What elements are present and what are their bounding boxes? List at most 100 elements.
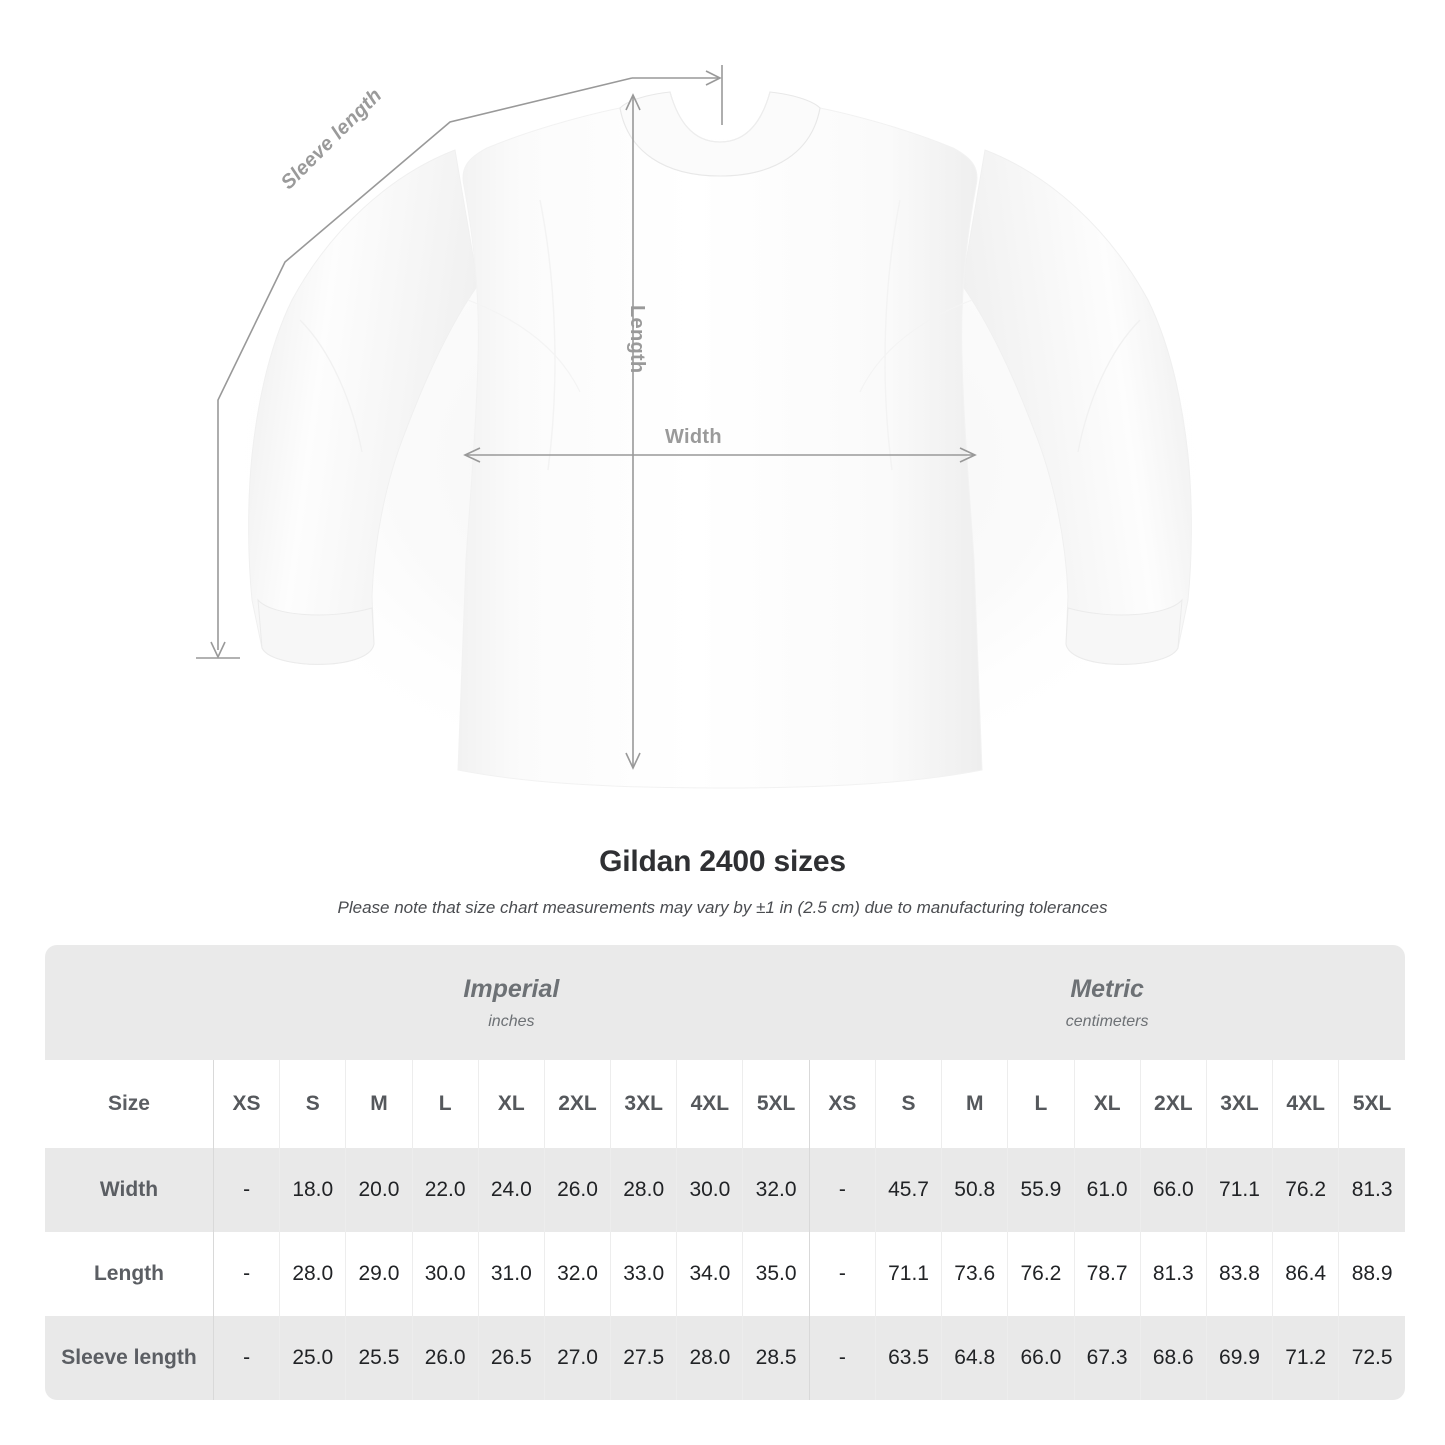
cell-metric-xl: 78.7 (1074, 1232, 1141, 1316)
cell-imperial-l: 30.0 (412, 1232, 479, 1316)
imperial-unit-name: Imperial (463, 975, 560, 1004)
cell-imperial-l: 22.0 (412, 1148, 479, 1232)
cell-metric-xl: 67.3 (1074, 1316, 1141, 1400)
size-header-imperial-xs: XS (213, 1060, 281, 1148)
cell-metric-m: 64.8 (941, 1316, 1009, 1400)
cell-metric-m: 50.8 (941, 1148, 1009, 1232)
cell-imperial-s: 18.0 (279, 1148, 347, 1232)
tolerance-note: Please note that size chart measurements… (337, 898, 1108, 917)
cell-metric-5xl: 72.5 (1351, 1346, 1393, 1369)
cell-imperial-3xl: 33.0 (610, 1232, 678, 1316)
garment-illustration: Sleeve length Length Width (196, 65, 1240, 810)
cell-imperial-4xl: 30.0 (676, 1148, 744, 1232)
cell-imperial-xl: 31.0 (478, 1232, 545, 1316)
size-header-imperial-l: L (412, 1060, 479, 1148)
table-row: Length -28.0 29.0 30.0 31.0 32.0 33.0 34.0 35.0-… (45, 1232, 1405, 1316)
size-header-imperial-m: M (345, 1060, 413, 1148)
cell-metric-3xl: 83.8 (1206, 1232, 1274, 1316)
size-header-row: Size XS S M L XL 2XL 3XL 4XL 5XL XS S M L XL 2XL 3XL 4XL 5… (45, 1060, 1405, 1148)
cell-metric-l: 76.2 (1007, 1232, 1075, 1316)
cell-metric-2xl: 66.0 (1140, 1148, 1207, 1232)
size-header-metric-m: M (941, 1060, 1009, 1148)
cell-imperial-4xl: 34.0 (676, 1232, 744, 1316)
size-header-metric-xl: XL (1074, 1060, 1141, 1148)
cell-imperial-l: 26.0 (412, 1316, 479, 1400)
cell-imperial-3xl: 28.0 (610, 1148, 678, 1232)
size-header-imperial-s: S (279, 1060, 347, 1148)
row-label-size: Size (45, 1060, 214, 1148)
page-title: Gildan 2400 sizes (599, 845, 846, 878)
cell-metric-5xl: 88.9 (1351, 1262, 1393, 1285)
size-header-metric-xs: XS (809, 1060, 876, 1148)
cell-imperial-xs: - (213, 1316, 281, 1400)
cell-imperial-5xl: 28.5 (742, 1316, 810, 1400)
cell-metric-4xl: 86.4 (1272, 1232, 1340, 1316)
width-line (463, 447, 977, 463)
cell-imperial-s: 28.0 (279, 1232, 347, 1316)
cell-imperial-3xl: 27.5 (610, 1316, 678, 1400)
cell-metric-4xl: 76.2 (1272, 1148, 1340, 1232)
cell-imperial-xl: 24.0 (478, 1148, 545, 1232)
cell-imperial-2xl: 32.0 (544, 1232, 612, 1316)
imperial-unit-sub: inches (488, 1012, 535, 1030)
table-row: Sleeve length -25.0 25.5 26.0 26.5 27.0 27.5 28… (45, 1316, 1405, 1400)
cell-metric-2xl: 81.3 (1140, 1232, 1207, 1316)
row-label-width: Width (45, 1148, 214, 1232)
cell-imperial-xl: 26.5 (478, 1316, 545, 1400)
metric-unit-sub: centimeters (1065, 1012, 1149, 1030)
unit-header-row: Imperial inches Metric centimeters (45, 945, 1405, 1060)
length-line (625, 93, 641, 770)
table-row: Width -18.0 20.0 22.0 24.0 26.0 28.0 30.0 32.0-4… (45, 1148, 1405, 1232)
size-header-imperial-4xl: 4XL (676, 1060, 744, 1148)
size-header-metric-5xl: 5XL (1352, 1092, 1392, 1115)
cell-metric-m: 73.6 (941, 1232, 1009, 1316)
cell-metric-s: 45.7 (875, 1148, 943, 1232)
row-label-sleeve-length: Sleeve length (45, 1316, 214, 1400)
size-header-metric-2xl: 2XL (1140, 1060, 1207, 1148)
width-measurement-label: Width (665, 426, 722, 448)
cell-metric-3xl: 69.9 (1206, 1316, 1274, 1400)
sleeve-length-line (196, 65, 723, 659)
cell-imperial-m: 25.5 (345, 1316, 413, 1400)
cell-imperial-4xl: 28.0 (676, 1316, 744, 1400)
size-header-metric-3xl: 3XL (1206, 1060, 1274, 1148)
cell-metric-xs: - (809, 1148, 876, 1232)
cell-imperial-m: 29.0 (345, 1232, 413, 1316)
cell-metric-3xl: 71.1 (1206, 1148, 1274, 1232)
cell-imperial-xs: - (213, 1232, 281, 1316)
cell-metric-s: 63.5 (875, 1316, 943, 1400)
cell-metric-l: 55.9 (1007, 1148, 1075, 1232)
cell-metric-5xl: 81.3 (1351, 1178, 1393, 1201)
measurement-lines (196, 65, 977, 770)
cell-metric-xl: 61.0 (1074, 1148, 1141, 1232)
size-header-imperial-5xl: 5XL (742, 1060, 810, 1148)
chart-title-block: Gildan 2400 sizes Please note that size … (0, 845, 1445, 918)
cell-metric-s: 71.1 (875, 1232, 943, 1316)
row-label-length: Length (45, 1232, 214, 1316)
size-header-imperial-3xl: 3XL (610, 1060, 678, 1148)
cell-metric-l: 66.0 (1007, 1316, 1075, 1400)
size-header-metric-l: L (1007, 1060, 1075, 1148)
cell-metric-2xl: 68.6 (1140, 1316, 1207, 1400)
cell-imperial-2xl: 27.0 (544, 1316, 612, 1400)
cell-imperial-2xl: 26.0 (544, 1148, 612, 1232)
metric-unit-name: Metric (1070, 975, 1144, 1004)
cell-metric-xs: - (809, 1232, 876, 1316)
cell-imperial-s: 25.0 (279, 1316, 347, 1400)
size-header-imperial-xl: XL (478, 1060, 545, 1148)
length-measurement-label: Length (626, 305, 648, 374)
cell-imperial-5xl: 35.0 (742, 1232, 810, 1316)
imperial-unit-header: Imperial inches (213, 945, 810, 1060)
size-header-imperial-2xl: 2XL (544, 1060, 612, 1148)
shirt-silhouette (248, 91, 1192, 789)
metric-unit-header: Metric centimeters (809, 945, 1405, 1060)
cell-imperial-xs: - (213, 1148, 281, 1232)
cell-imperial-m: 20.0 (345, 1148, 413, 1232)
size-chart-table: Imperial inches Metric centimeters Size X… (45, 945, 1405, 1400)
size-header-metric-4xl: 4XL (1272, 1060, 1340, 1148)
unit-header-spacer (45, 945, 214, 1060)
cell-metric-4xl: 71.2 (1272, 1316, 1340, 1400)
size-table-body: Size XS S M L XL 2XL 3XL 4XL 5XL XS S M L XL 2XL 3XL 4XL 5… (45, 1060, 1405, 1400)
cell-imperial-5xl: 32.0 (742, 1148, 810, 1232)
